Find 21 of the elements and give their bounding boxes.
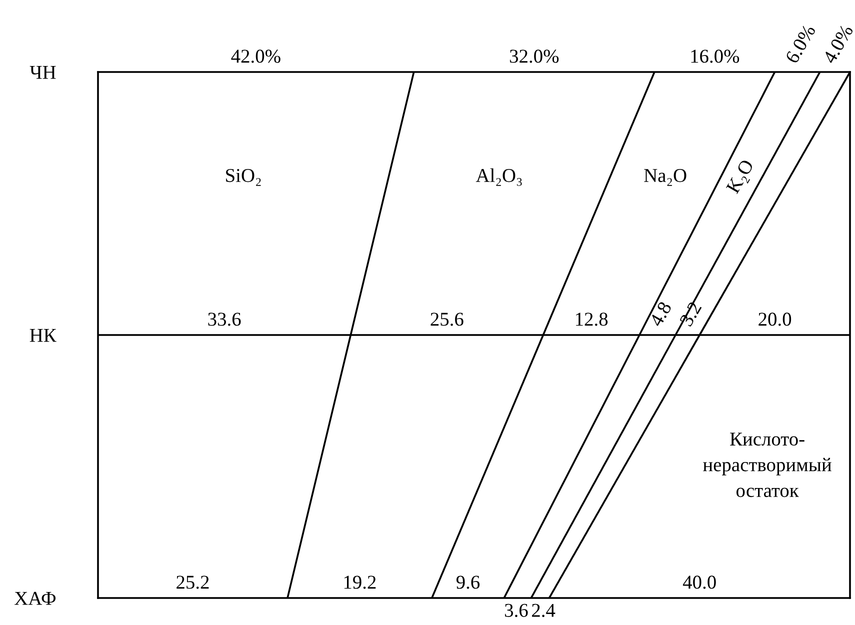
text: Na₂O — [644, 169, 686, 186]
data-label: 19.2 — [344, 576, 376, 589]
category-label: ЧН — [30, 66, 56, 79]
data-label: 2.4 — [532, 604, 556, 618]
data-label: 4.8 — [648, 300, 672, 328]
category-label: ХАФ — [14, 592, 56, 605]
text: Кислото- нерастворимый остаток — [703, 432, 832, 498]
data-label: 20.0 — [758, 312, 792, 326]
data-label: 12.8 — [576, 312, 608, 326]
data-label: 33.6 — [208, 312, 241, 326]
data-label: 25.2 — [176, 576, 209, 589]
data-label: 40.0 — [682, 576, 716, 589]
data-label: 32.0% — [510, 50, 559, 63]
data-label: 3.6 — [505, 604, 528, 618]
data-label: 25.6 — [430, 312, 464, 326]
text: SiO₂ — [226, 169, 261, 186]
category-label: НК — [30, 329, 56, 342]
data-label: 42.0% — [231, 50, 280, 63]
data-label: 16.0% — [691, 50, 740, 63]
data-label: 9.6 — [456, 576, 480, 589]
text: Al₂O₃ — [476, 168, 522, 186]
